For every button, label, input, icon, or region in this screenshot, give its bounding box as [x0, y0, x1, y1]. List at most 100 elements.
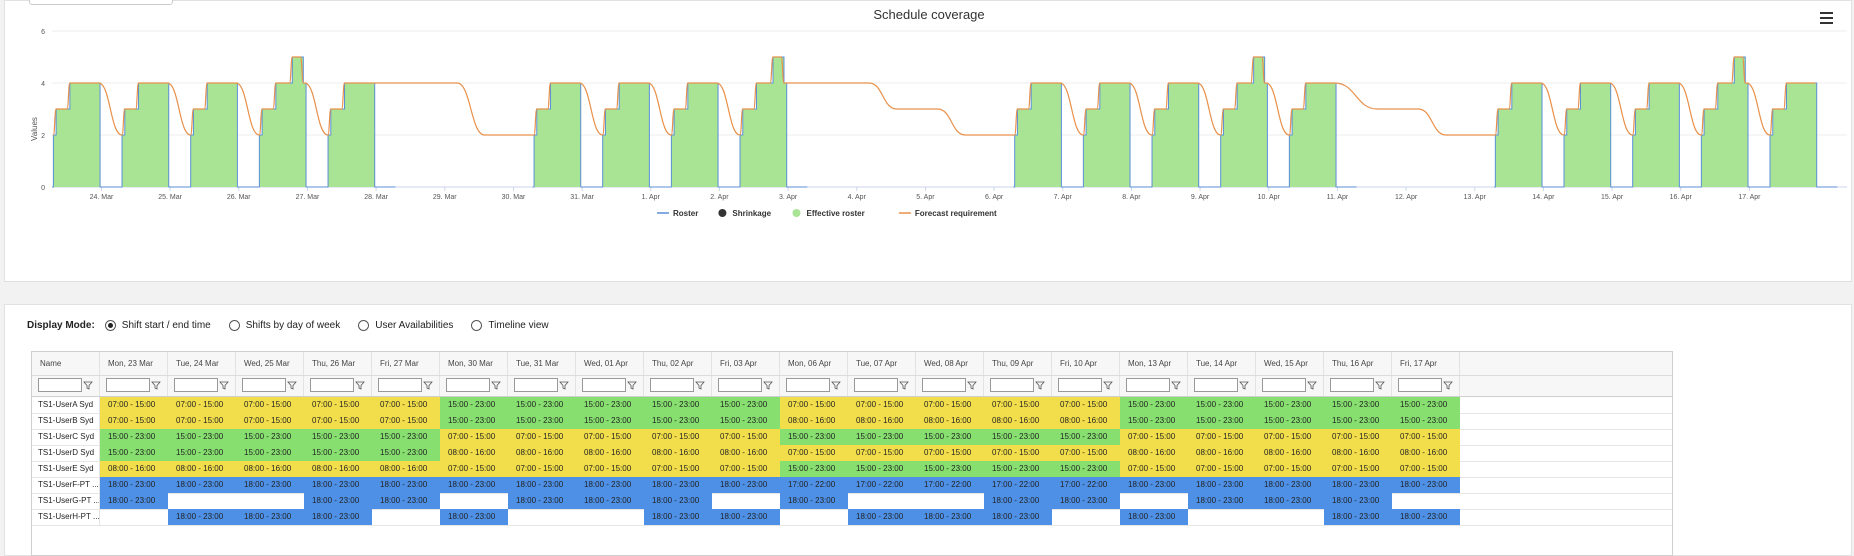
filter-icon[interactable] [219, 380, 229, 390]
shift-cell[interactable]: 07:00 - 15:00 [1392, 429, 1460, 445]
filter-icon[interactable] [355, 380, 365, 390]
filter-input[interactable] [1058, 378, 1102, 392]
filter-input[interactable] [310, 378, 354, 392]
shift-cell[interactable]: 07:00 - 15:00 [1052, 397, 1120, 413]
filter-input[interactable] [718, 378, 762, 392]
shift-cell[interactable]: 15:00 - 23:00 [100, 445, 168, 461]
shift-cell[interactable]: 15:00 - 23:00 [236, 445, 304, 461]
day-column-header[interactable]: Wed, 01 Apr [576, 352, 644, 375]
shift-cell[interactable]: 15:00 - 23:00 [440, 413, 508, 429]
shift-cell[interactable]: 07:00 - 15:00 [304, 397, 372, 413]
shift-cell[interactable]: 15:00 - 23:00 [576, 397, 644, 413]
shift-cell[interactable]: 07:00 - 15:00 [1324, 429, 1392, 445]
day-column-header[interactable]: Mon, 06 Apr [780, 352, 848, 375]
shift-cell[interactable]: 08:00 - 16:00 [1188, 445, 1256, 461]
filter-input[interactable] [1330, 378, 1374, 392]
radio-shifts-by-day[interactable]: Shifts by day of week [228, 319, 340, 331]
radio-circle[interactable] [358, 319, 370, 331]
shift-cell[interactable]: 15:00 - 23:00 [984, 461, 1052, 477]
shift-cell[interactable]: 15:00 - 23:00 [1052, 461, 1120, 477]
shift-cell[interactable]: 07:00 - 15:00 [1052, 445, 1120, 461]
shift-cell[interactable] [1392, 493, 1460, 509]
shift-cell[interactable]: 07:00 - 15:00 [780, 445, 848, 461]
shift-cell[interactable]: 15:00 - 23:00 [1052, 429, 1120, 445]
day-column-header[interactable]: Tue, 14 Apr [1188, 352, 1256, 375]
shift-cell[interactable]: 15:00 - 23:00 [1188, 413, 1256, 429]
shift-cell[interactable]: 15:00 - 23:00 [1392, 413, 1460, 429]
day-column-header[interactable]: Tue, 24 Mar [168, 352, 236, 375]
filter-icon[interactable] [899, 380, 909, 390]
shift-cell[interactable]: 07:00 - 15:00 [712, 429, 780, 445]
shift-cell[interactable]: 08:00 - 16:00 [848, 413, 916, 429]
shift-cell[interactable]: 07:00 - 15:00 [848, 397, 916, 413]
shift-cell[interactable]: 07:00 - 15:00 [168, 397, 236, 413]
radio-shift-start-end[interactable]: Shift start / end time [104, 319, 211, 331]
filter-input[interactable] [1194, 378, 1238, 392]
shift-cell[interactable]: 07:00 - 15:00 [1188, 429, 1256, 445]
filter-icon[interactable] [1375, 380, 1385, 390]
shift-cell[interactable]: 07:00 - 15:00 [304, 413, 372, 429]
shift-cell[interactable]: 08:00 - 16:00 [304, 461, 372, 477]
radio-user-availabilities[interactable]: User Availabilities [358, 319, 453, 331]
shift-cell[interactable]: 07:00 - 15:00 [372, 397, 440, 413]
shift-cell[interactable]: 18:00 - 23:00 [1052, 493, 1120, 509]
shift-cell[interactable]: 17:00 - 22:00 [916, 477, 984, 493]
shift-cell[interactable]: 15:00 - 23:00 [236, 429, 304, 445]
filter-input[interactable] [582, 378, 626, 392]
shift-cell[interactable]: 18:00 - 23:00 [712, 477, 780, 493]
shift-cell[interactable]: 18:00 - 23:00 [440, 477, 508, 493]
shift-cell[interactable]: 15:00 - 23:00 [440, 397, 508, 413]
shift-cell[interactable]: 15:00 - 23:00 [304, 429, 372, 445]
shift-cell[interactable]: 15:00 - 23:00 [508, 397, 576, 413]
filter-input[interactable] [378, 378, 422, 392]
shift-cell[interactable]: 15:00 - 23:00 [1120, 397, 1188, 413]
shift-cell[interactable]: 18:00 - 23:00 [236, 509, 304, 525]
shift-cell[interactable]: 15:00 - 23:00 [304, 445, 372, 461]
filter-icon[interactable] [83, 380, 93, 390]
shift-cell[interactable]: 08:00 - 16:00 [780, 413, 848, 429]
shift-cell[interactable]: 18:00 - 23:00 [1324, 509, 1392, 525]
day-column-header[interactable]: Fri, 10 Apr [1052, 352, 1120, 375]
shift-cell[interactable]: 07:00 - 15:00 [576, 461, 644, 477]
shift-cell[interactable]: 18:00 - 23:00 [576, 493, 644, 509]
shift-cell[interactable]: 07:00 - 15:00 [1256, 429, 1324, 445]
shift-cell[interactable]: 18:00 - 23:00 [984, 493, 1052, 509]
shift-cell[interactable] [372, 509, 440, 525]
filter-input[interactable] [786, 378, 830, 392]
shift-cell[interactable]: 15:00 - 23:00 [712, 413, 780, 429]
shift-cell[interactable]: 18:00 - 23:00 [1120, 477, 1188, 493]
shift-cell[interactable]: 07:00 - 15:00 [644, 429, 712, 445]
shift-cell[interactable]: 18:00 - 23:00 [1324, 493, 1392, 509]
shift-cell[interactable]: 07:00 - 15:00 [1120, 461, 1188, 477]
filter-icon[interactable] [491, 380, 501, 390]
shift-cell[interactable] [168, 493, 236, 509]
radio-timeline-view[interactable]: Timeline view [471, 319, 549, 331]
day-column-header[interactable]: Tue, 07 Apr [848, 352, 916, 375]
shift-cell[interactable] [1120, 493, 1188, 509]
shift-cell[interactable] [848, 493, 916, 509]
filter-input[interactable] [922, 378, 966, 392]
shift-cell[interactable]: 07:00 - 15:00 [440, 429, 508, 445]
shift-cell[interactable]: 08:00 - 16:00 [168, 461, 236, 477]
shift-cell[interactable]: 08:00 - 16:00 [984, 413, 1052, 429]
shift-cell[interactable]: 07:00 - 15:00 [916, 397, 984, 413]
shift-cell[interactable]: 18:00 - 23:00 [304, 493, 372, 509]
shift-cell[interactable]: 15:00 - 23:00 [372, 429, 440, 445]
shift-cell[interactable]: 15:00 - 23:00 [1392, 397, 1460, 413]
filter-icon[interactable] [423, 380, 433, 390]
filter-icon[interactable] [763, 380, 773, 390]
shift-cell[interactable] [712, 493, 780, 509]
filter-icon[interactable] [1171, 380, 1181, 390]
filter-icon[interactable] [559, 380, 569, 390]
shift-cell[interactable]: 08:00 - 16:00 [576, 445, 644, 461]
shift-cell[interactable] [508, 509, 576, 525]
shift-cell[interactable]: 18:00 - 23:00 [372, 493, 440, 509]
shift-cell[interactable]: 15:00 - 23:00 [984, 429, 1052, 445]
shift-cell[interactable]: 18:00 - 23:00 [1256, 477, 1324, 493]
day-column-header[interactable]: Mon, 30 Mar [440, 352, 508, 375]
shift-cell[interactable]: 08:00 - 16:00 [440, 445, 508, 461]
shift-cell[interactable]: 07:00 - 15:00 [780, 397, 848, 413]
day-column-header[interactable]: Fri, 03 Apr [712, 352, 780, 375]
shift-cell[interactable] [576, 509, 644, 525]
shift-cell[interactable]: 17:00 - 22:00 [848, 477, 916, 493]
